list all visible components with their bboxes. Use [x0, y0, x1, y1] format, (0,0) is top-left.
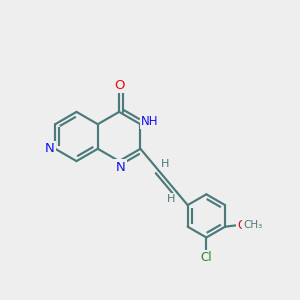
- Text: H: H: [167, 194, 175, 204]
- Text: O: O: [114, 79, 124, 92]
- Text: Cl: Cl: [201, 251, 212, 264]
- Text: H: H: [160, 159, 169, 169]
- Text: N: N: [116, 160, 125, 174]
- Text: O: O: [237, 219, 246, 232]
- Text: N: N: [45, 142, 55, 155]
- Text: NH: NH: [141, 115, 159, 128]
- Text: CH₃: CH₃: [243, 220, 262, 230]
